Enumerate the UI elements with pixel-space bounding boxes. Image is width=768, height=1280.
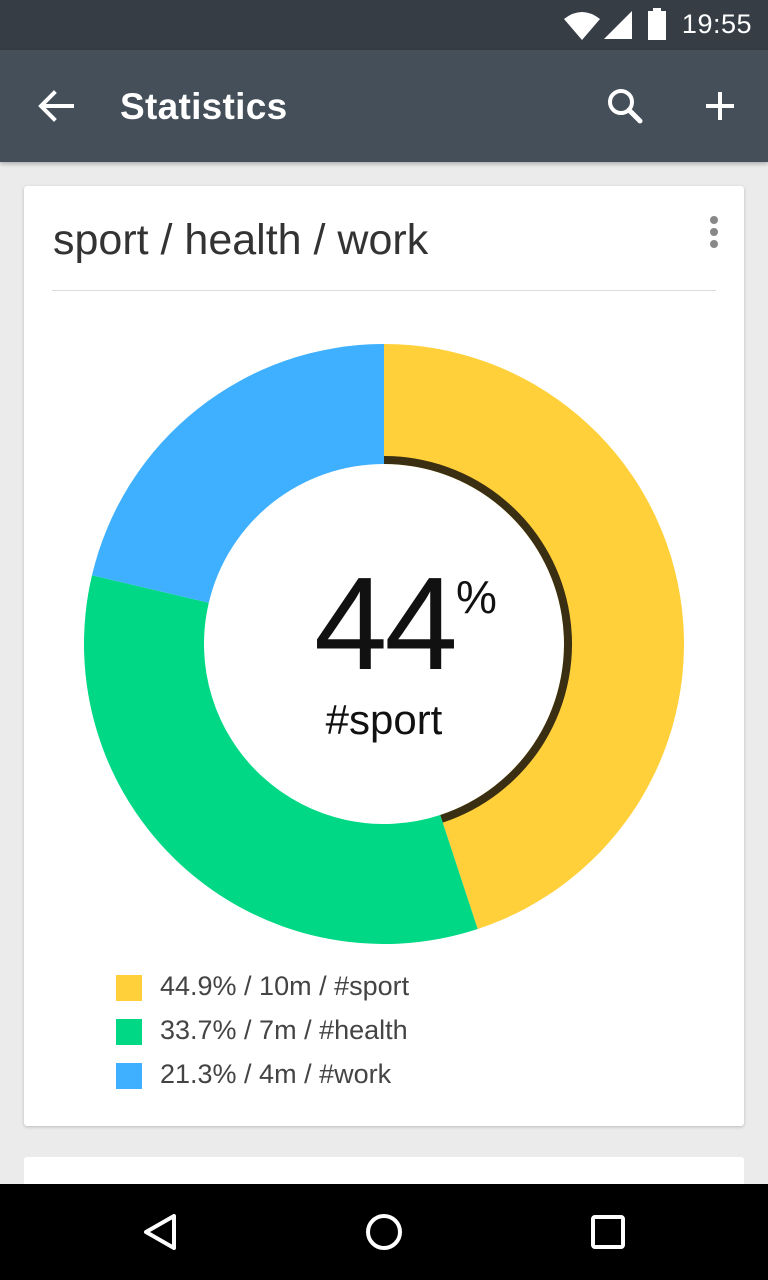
- nav-recents-button[interactable]: [584, 1208, 632, 1256]
- add-button[interactable]: [692, 78, 748, 134]
- nav-back-button[interactable]: [136, 1208, 184, 1256]
- selected-slice-highlight: [383, 456, 572, 823]
- donut-slice-health[interactable]: [83, 575, 478, 945]
- system-nav-bar: [0, 1184, 768, 1280]
- donut-slice-work[interactable]: [91, 344, 384, 603]
- card-menu-button[interactable]: [700, 212, 728, 252]
- more-vertical-icon: [710, 216, 718, 248]
- search-icon: [608, 89, 643, 124]
- center-percent-sign: %: [456, 571, 497, 623]
- wifi-icon: [564, 12, 600, 40]
- legend-label: 33.7% / 7m / #health: [160, 1015, 408, 1045]
- center-percentage: 44: [314, 550, 458, 697]
- card-title: sport / health / work: [53, 216, 429, 264]
- plus-icon: [706, 92, 734, 120]
- arrow-left-icon: [38, 90, 74, 122]
- page-title: Statistics: [120, 86, 288, 127]
- title-divider: [52, 290, 716, 291]
- status-time: 19:55: [681, 9, 752, 39]
- triangle-back-icon: [144, 1214, 176, 1250]
- donut-chart[interactable]: [24, 306, 744, 986]
- legend-swatch: [116, 1019, 142, 1045]
- legend-swatch: [116, 1063, 142, 1089]
- battery-icon: [648, 8, 666, 40]
- legend-label: 21.3% / 4m / #work: [160, 1059, 392, 1089]
- back-button[interactable]: [28, 78, 84, 134]
- square-recents-icon: [591, 1215, 625, 1249]
- circle-home-icon: [366, 1214, 402, 1250]
- cell-signal-icon: [604, 11, 632, 39]
- center-label: #sport: [325, 696, 443, 743]
- legend-label: 44.9% / 10m / #sport: [160, 971, 410, 1001]
- nav-home-button[interactable]: [360, 1208, 408, 1256]
- search-button[interactable]: [596, 78, 652, 134]
- donut-slice-sport[interactable]: [384, 344, 685, 929]
- legend-swatch: [116, 975, 142, 1001]
- app-bar: Statistics: [0, 50, 768, 162]
- stats-card: sport / health / work 44 % #sport 44.9% …: [24, 186, 744, 1126]
- status-bar: 19:55: [0, 0, 768, 50]
